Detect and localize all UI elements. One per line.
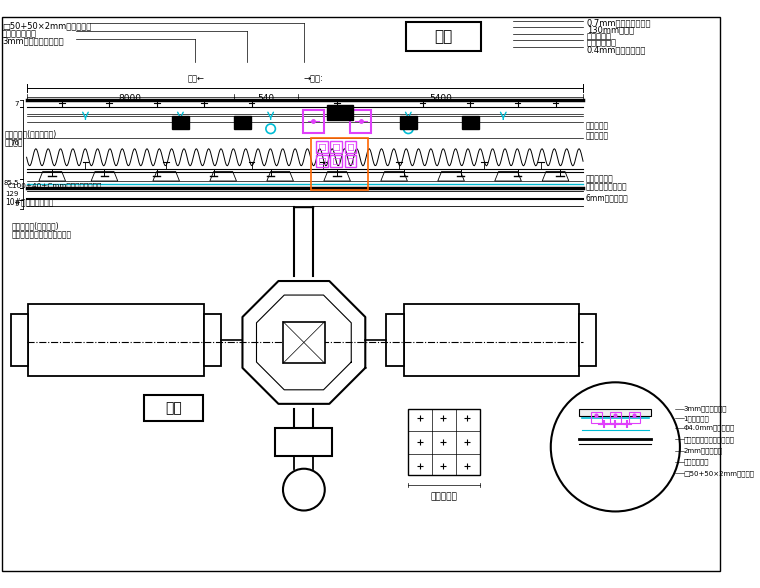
- Bar: [579, 314, 597, 366]
- Bar: [387, 314, 404, 366]
- Text: 76: 76: [10, 140, 19, 146]
- Bar: [345, 155, 356, 167]
- Text: 不锈钢螺栓: 不锈钢螺栓: [586, 131, 609, 140]
- Text: 横向钢板衬撑: 横向钢板衬撑: [586, 175, 613, 183]
- Bar: [350, 110, 372, 132]
- Bar: [407, 22, 480, 51]
- Bar: [404, 305, 579, 376]
- Bar: [461, 116, 479, 129]
- Bar: [275, 428, 332, 456]
- Text: Φ4.0mm铝合金钻钉: Φ4.0mm铝合金钻钉: [684, 425, 735, 431]
- Text: 横向钢板衬撑: 横向钢板衬撑: [587, 39, 617, 48]
- Bar: [316, 141, 328, 152]
- Text: 室内: 室内: [166, 401, 182, 415]
- Bar: [579, 409, 651, 416]
- Bar: [345, 141, 356, 152]
- Text: 540: 540: [258, 93, 274, 103]
- Text: 节点剖切图: 节点剖切图: [430, 493, 457, 502]
- Bar: [344, 106, 351, 119]
- Bar: [591, 412, 602, 423]
- Text: 130mm保温板: 130mm保温板: [587, 25, 634, 34]
- Text: 7: 7: [14, 101, 19, 106]
- Text: 不锈钢拉铆钉: 不锈钢拉铆钉: [684, 459, 709, 465]
- Text: 防气防潮层: 防气防潮层: [587, 32, 612, 41]
- Text: 异形孔连接结构变形: 异形孔连接结构变形: [586, 182, 628, 191]
- Bar: [331, 155, 342, 167]
- Bar: [233, 116, 251, 129]
- Bar: [400, 116, 417, 129]
- Bar: [610, 412, 621, 423]
- Bar: [204, 314, 221, 366]
- Text: 5400: 5400: [429, 93, 452, 103]
- Circle shape: [283, 469, 325, 510]
- Text: 铝合金夹具(内侧防露盖): 铝合金夹具(内侧防露盖): [5, 129, 57, 138]
- Bar: [28, 305, 204, 376]
- Text: 6mm厚连接钢板: 6mm厚连接钢板: [586, 193, 629, 203]
- Text: 3mm厚自涂铝单板: 3mm厚自涂铝单板: [684, 406, 727, 412]
- Bar: [312, 138, 369, 191]
- Text: 不锈钢螺栓: 不锈钢螺栓: [586, 121, 609, 131]
- Text: 3mm厚自涂铝单层屋面: 3mm厚自涂铝单层屋面: [2, 36, 64, 46]
- Bar: [327, 106, 334, 119]
- Bar: [172, 116, 189, 129]
- Text: 钢桁←: 钢桁←: [187, 74, 204, 83]
- Text: 主体钢结构(局部工程): 主体钢结构(局部工程): [11, 222, 59, 231]
- Text: 1根开头设计: 1根开头设计: [684, 415, 710, 422]
- Bar: [327, 105, 353, 120]
- Text: 屋顶: 屋顶: [435, 29, 453, 44]
- Bar: [303, 110, 324, 132]
- Bar: [331, 141, 342, 152]
- Text: 铝合金斜流槽铝: 铝合金斜流槽铝: [2, 29, 37, 38]
- Text: →钢桁:: →钢桁:: [304, 74, 324, 83]
- Text: 结构形式见主体钢结构施工图: 结构形式见主体钢结构施工图: [11, 230, 71, 239]
- Text: 9: 9: [14, 201, 19, 207]
- Bar: [629, 412, 640, 423]
- Text: □50+50×2mm铝合金方通: □50+50×2mm铝合金方通: [2, 22, 91, 31]
- Bar: [408, 409, 480, 475]
- Text: 10#横向槽钢主横梁: 10#横向槽钢主横梁: [5, 198, 53, 206]
- Text: 钢固定座: 钢固定座: [5, 139, 24, 148]
- Text: 铝角四边异形孔连接板弹簧: 铝角四边异形孔连接板弹簧: [684, 436, 735, 443]
- Bar: [283, 322, 325, 363]
- Bar: [144, 395, 203, 421]
- Text: 8000: 8000: [119, 93, 141, 103]
- Text: 0.7mm厚镀铝锌件明板: 0.7mm厚镀铝锌件明板: [587, 19, 651, 28]
- Text: 2mm厚橡胶垫片: 2mm厚橡胶垫片: [684, 447, 723, 454]
- Text: 0.4mm厚压型钢屋板: 0.4mm厚压型钢屋板: [587, 45, 646, 54]
- Text: C100+40+Cmm尼龙薄型钢次横条: C100+40+Cmm尼龙薄型钢次横条: [8, 182, 102, 189]
- Text: 85.5: 85.5: [4, 181, 19, 186]
- Circle shape: [551, 382, 680, 512]
- Bar: [316, 155, 328, 167]
- Text: 129: 129: [5, 191, 19, 197]
- Text: □50+50×2mm铝合金方: □50+50×2mm铝合金方: [684, 470, 755, 477]
- Bar: [11, 314, 28, 366]
